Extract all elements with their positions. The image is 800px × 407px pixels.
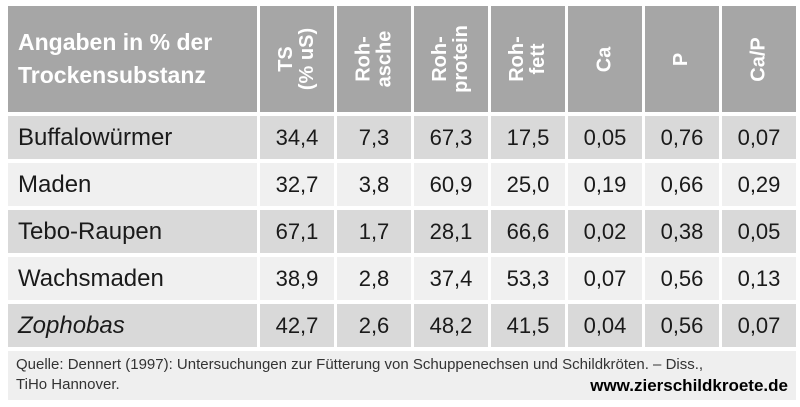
row-label-maden: Maden [8,163,257,206]
cell-value: 0,07 [568,257,642,300]
row-label-buffalowuermer: Buffalowürmer [8,116,257,159]
cell-value: 0,02 [568,210,642,253]
nutrition-table: Angaben in % der Trockensubstanz TS (% u… [8,6,796,347]
cell-value: 0,07 [722,116,796,159]
cell-value: 66,6 [491,210,565,253]
col-header-rohfett-label: Roh- fett [505,36,549,82]
col-header-ca-p-ratio: Ca/P [722,6,796,112]
source-citation-line2: TiHo Hannover. [16,376,120,393]
cell-value: 0,38 [645,210,719,253]
cell-value: 67,1 [260,210,334,253]
cell-value: 0,66 [645,163,719,206]
cell-value: 17,5 [491,116,565,159]
cell-value: 41,5 [491,304,565,347]
row-label-wachsmaden: Wachsmaden [8,257,257,300]
cell-value: 32,7 [260,163,334,206]
cell-value: 0,13 [722,257,796,300]
cell-value: 0,07 [722,304,796,347]
cell-value: 2,8 [337,257,411,300]
cell-value: 28,1 [414,210,488,253]
col-header-ca-p-ratio-label: Ca/P [747,36,770,82]
cell-value: 42,7 [260,304,334,347]
cell-value: 7,3 [337,116,411,159]
cell-value: 0,19 [568,163,642,206]
cell-value: 0,76 [645,116,719,159]
cell-value: 0,56 [645,304,719,347]
col-header-rohfett: Roh- fett [491,6,565,112]
cell-value: 37,4 [414,257,488,300]
source-citation-line1: Quelle: Dennert (1997): Untersuchungen z… [16,356,704,373]
col-header-rohasche: Roh- asche [337,6,411,112]
cell-value: 53,3 [491,257,565,300]
cell-value: 1,7 [337,210,411,253]
cell-value: 0,05 [722,210,796,253]
cell-value: 48,2 [414,304,488,347]
cell-value: 0,29 [722,163,796,206]
cell-value: 25,0 [491,163,565,206]
cell-value: 38,9 [260,257,334,300]
corner-header: Angaben in % der Trockensubstanz [8,6,257,112]
col-header-ts: TS (% uS) [260,6,334,112]
cell-value: 67,3 [414,116,488,159]
row-label-zophobas: Zophobas [8,304,257,347]
cell-value: 60,9 [414,163,488,206]
col-header-p: P [645,6,719,112]
cell-value: 0,56 [645,257,719,300]
cell-value: 3,8 [337,163,411,206]
col-header-p-label: P [670,52,693,66]
website-url: www.zierschildkroete.de [590,376,788,395]
col-header-rohprotein-label: Roh- protein [429,25,472,93]
col-header-ca-label: Ca [593,46,616,72]
cell-value: 34,4 [260,116,334,159]
col-header-ts-label: TS (% uS) [275,27,318,91]
col-header-rohasche-label: Roh- asche [352,30,395,88]
source-footer: Quelle: Dennert (1997): Untersuchungen z… [8,351,796,400]
col-header-rohprotein: Roh- protein [414,6,488,112]
row-label-tebo-raupen: Tebo-Raupen [8,210,257,253]
cell-value: 0,04 [568,304,642,347]
cell-value: 2,6 [337,304,411,347]
cell-value: 0,05 [568,116,642,159]
col-header-ca: Ca [568,6,642,112]
